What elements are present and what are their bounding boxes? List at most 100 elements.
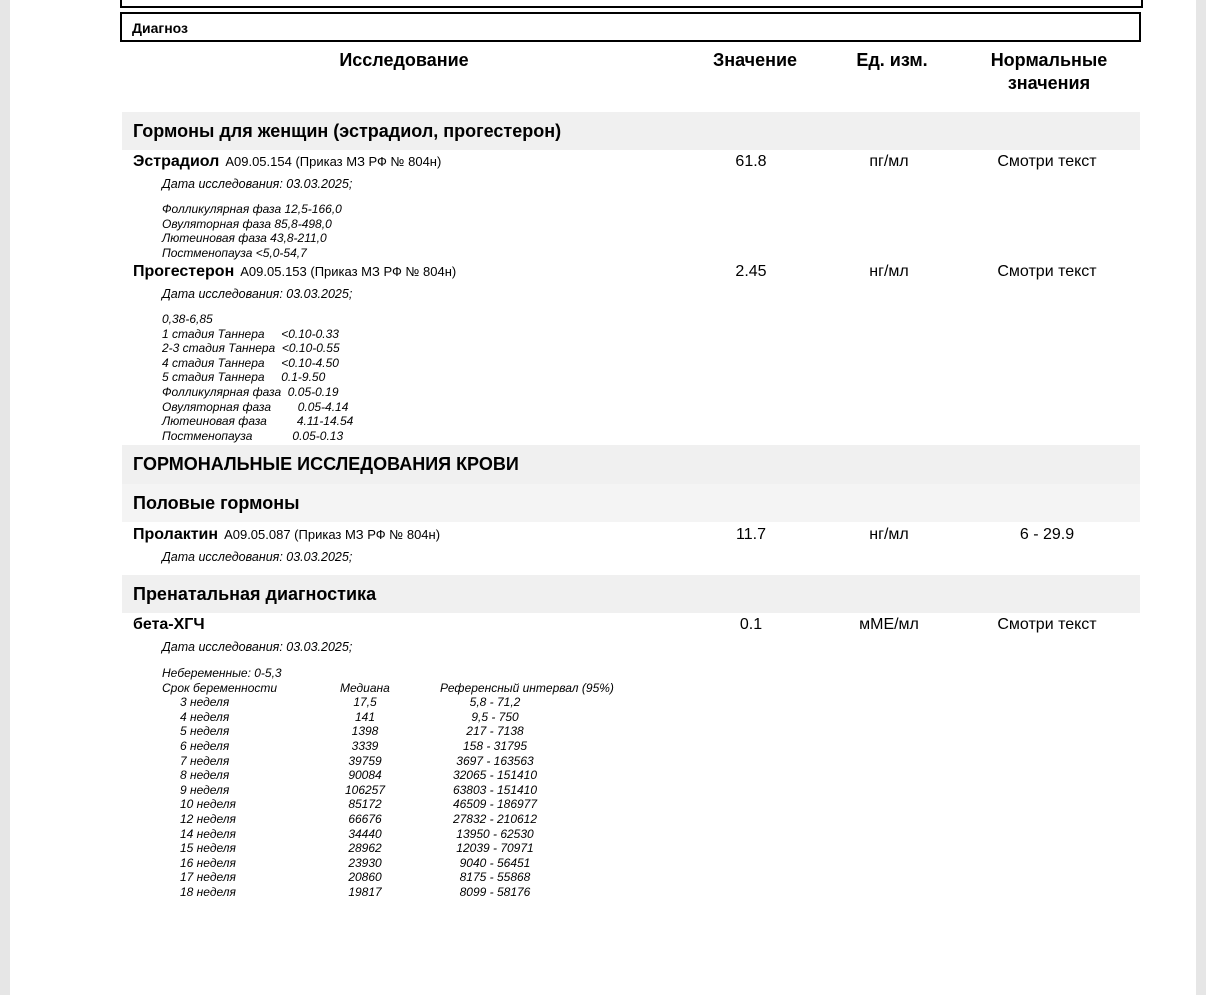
norm-progesterone: Смотри текст (997, 263, 1097, 280)
test-name: Эстрадиол (133, 153, 220, 170)
header-study: Исследование (339, 50, 469, 70)
norm-prolactin: 6 - 29.9 (1019, 526, 1075, 543)
section-title: Половые гормоны (133, 493, 300, 513)
interval-cell: 158 - 31795 (462, 738, 528, 753)
section-sex-hormones: Половые гормоны (122, 484, 1140, 522)
week-cell: 10 неделя (180, 797, 236, 812)
hcg-table-row: 7 неделя 39759 3697 - 163563 (162, 754, 614, 769)
date-estradiol: Дата исследования: 03.03.2025; (162, 177, 353, 191)
hcg-table-row: 17 неделя 20860 8175 - 55868 (162, 870, 614, 885)
header-unit: Ед. изм. (856, 50, 928, 70)
unit-hcg: мМЕ/мл (859, 616, 919, 633)
test-code: A09.05.087 (Приказ МЗ РФ № 804н) (224, 527, 441, 542)
interval-cell: 9,5 - 750 (471, 709, 519, 724)
interval-cell: 63803 - 151410 (452, 782, 538, 797)
header-value: Значение (712, 50, 798, 70)
interval-cell: 9040 - 56451 (459, 855, 531, 870)
week-cell: 14 неделя (180, 826, 236, 841)
week-cell: 16 неделя (180, 855, 236, 870)
hcg-table-row: 9 неделя 106257 63803 - 151410 (162, 783, 614, 798)
date-prolactin: Дата исследования: 03.03.2025; (162, 550, 353, 564)
unit-prolactin: нг/мл (869, 526, 909, 543)
median-cell: 141 (354, 709, 376, 724)
ref-line: Овуляторная фаза 0.05-4.14 (162, 399, 349, 414)
ref-line: 5 стадия Таннера 0.1-9.50 (162, 370, 326, 385)
interval-cell: 5,8 - 71,2 (469, 695, 521, 710)
col-interval: Референсный интервал (95%) (440, 680, 614, 695)
hcg-table-row: 14 неделя 34440 13950 - 62530 (162, 827, 614, 842)
ref-line: Лютеиновая фаза 43,8-211,0 (162, 231, 327, 246)
col-term: Срок беременности (162, 680, 278, 695)
week-cell: 17 неделя (180, 870, 236, 885)
median-cell: 85172 (348, 797, 382, 812)
ref-line: 4 стадия Таннера <0.10-4.50 (162, 355, 339, 370)
hcg-table-row: 5 неделя 1398 217 - 7138 (162, 724, 614, 739)
ref-line: 2-3 стадия Таннера <0.10-0.55 (162, 341, 340, 356)
refs-estradiol: Фолликулярная фаза 12,5-166,0 Овуляторная… (162, 202, 342, 260)
non-pregnant-ref: Небеременные: 0-5,3 (162, 666, 282, 680)
section-title: Гормоны для женщин (эстрадиол, прогестер… (133, 121, 562, 141)
ref-line: Постменопауза 0.05-0.13 (162, 428, 344, 443)
interval-cell: 32065 - 151410 (452, 768, 538, 783)
hcg-table-row: 15 неделя 28962 12039 - 70971 (162, 841, 614, 856)
norm-hcg: Смотри текст (997, 616, 1097, 633)
test-name-progesterone: Прогестерон A09.05.153 (Приказ МЗ РФ № 80… (133, 263, 456, 281)
interval-cell: 27832 - 210612 (452, 811, 538, 826)
hcg-reference-table: Небеременные: 0-5,3 Срок беременности Ме… (162, 666, 614, 900)
test-code: A09.05.154 (Приказ МЗ РФ № 804н) (225, 154, 442, 169)
section-title: Пренатальная диагностика (133, 584, 377, 604)
test-name-prolactin: Пролактин A09.05.087 (Приказ МЗ РФ № 804н… (133, 526, 440, 544)
median-cell: 17,5 (353, 695, 377, 710)
week-cell: 8 неделя (180, 768, 230, 783)
hcg-table-row: 6 неделя 3339 158 - 31795 (162, 739, 614, 754)
unit-estradiol: пг/мл (869, 153, 909, 170)
header-norm-line2: значения (1007, 73, 1091, 93)
median-cell: 19817 (348, 884, 382, 899)
diagnosis-label: Диагноз (132, 20, 188, 36)
interval-cell: 46509 - 186977 (452, 797, 538, 812)
section-title: ГОРМОНАЛЬНЫЕ ИССЛЕДОВАНИЯ КРОВИ (133, 454, 519, 474)
week-cell: 9 неделя (180, 782, 230, 797)
hcg-table-header: Срок беременности Медиана Референсный ин… (162, 681, 614, 696)
section-prenatal: Пренатальная диагностика (122, 575, 1140, 613)
hcg-table-row: 8 неделя 90084 32065 - 151410 (162, 768, 614, 783)
interval-cell: 3697 - 163563 (456, 753, 534, 768)
value-progesterone: 2.45 (735, 263, 767, 280)
document-page: Диагноз Исследование Значение Ед. изм. Н… (10, 0, 1196, 995)
week-cell: 18 неделя (180, 884, 236, 899)
week-cell: 3 неделя (180, 695, 230, 710)
week-cell: 15 неделя (180, 841, 236, 856)
ref-line: Фолликулярная фаза 0.05-0.19 (162, 384, 339, 399)
median-cell: 90084 (348, 768, 382, 783)
interval-cell: 8175 - 55868 (459, 870, 531, 885)
refs-progesterone: 0,38-6,85 1 стадия Таннера <0.10-0.33 2-3 … (162, 312, 353, 443)
hcg-table-row: 10 неделя 85172 46509 - 186977 (162, 797, 614, 812)
median-cell: 34440 (348, 826, 382, 841)
hcg-table-row: 4 неделя 141 9,5 - 750 (162, 710, 614, 725)
ref-line: 0,38-6,85 (162, 312, 213, 326)
ref-line: Овуляторная фаза 85,8-498,0 (162, 216, 332, 231)
median-cell: 39759 (348, 753, 382, 768)
header-norm-line1: Нормальные (990, 50, 1108, 70)
ref-line: 1 стадия Таннера <0.10-0.33 (162, 326, 339, 341)
value-estradiol: 61.8 (735, 153, 767, 170)
diagnosis-box: Диагноз (120, 12, 1141, 42)
test-name: Прогестерон (133, 263, 235, 280)
test-name: бета-ХГЧ (133, 616, 205, 633)
hcg-table-row: 3 неделя 17,5 5,8 - 71,2 (162, 695, 614, 710)
interval-cell: 12039 - 70971 (456, 841, 534, 856)
norm-estradiol: Смотри текст (997, 153, 1097, 170)
test-name: Пролактин (133, 526, 219, 543)
ref-line: Лютеиновая фаза 4.11-14.54 (162, 414, 354, 429)
test-name-hcg: бета-ХГЧ (133, 616, 205, 634)
date-hcg: Дата исследования: 03.03.2025; (162, 640, 353, 654)
header-box (120, 0, 1143, 8)
median-cell: 28962 (348, 841, 382, 856)
test-code: A09.05.153 (Приказ МЗ РФ № 804н) (240, 264, 457, 279)
interval-cell: 13950 - 62530 (456, 826, 534, 841)
header-norm: Нормальные значения (959, 49, 1139, 95)
median-cell: 1398 (351, 724, 379, 739)
median-cell: 20860 (348, 870, 382, 885)
interval-cell: 8099 - 58176 (459, 884, 531, 899)
median-cell: 23930 (348, 855, 382, 870)
